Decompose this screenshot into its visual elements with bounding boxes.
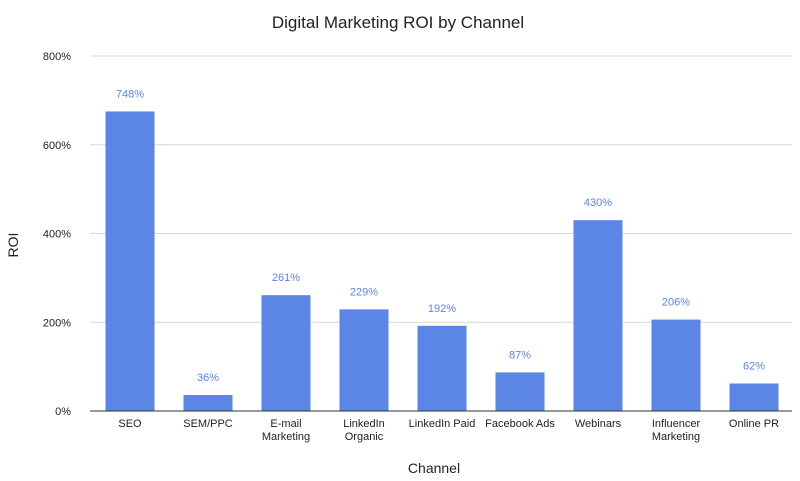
category-label: Influencer Marketing [652, 418, 701, 443]
bar [339, 309, 389, 411]
data-label: 206% [662, 297, 690, 309]
data-label: 430% [584, 197, 612, 209]
data-label: 748% [116, 88, 144, 100]
bar [261, 295, 311, 411]
y-tick-label: 200% [43, 317, 71, 329]
bar [417, 325, 467, 411]
category-label: Online PR [729, 418, 779, 430]
category-label: Facebook Ads [485, 418, 555, 430]
bar [573, 220, 623, 411]
y-tick-label: 0% [55, 406, 71, 418]
bar [651, 319, 701, 411]
y-axis-title: ROI [5, 233, 21, 258]
category-label: LinkedIn Organic [343, 418, 385, 443]
data-label: 36% [197, 372, 219, 384]
data-label: 87% [509, 349, 531, 361]
category-label: E-mail Marketing [262, 418, 310, 443]
y-tick-label: 600% [43, 140, 71, 152]
data-label: 192% [428, 303, 456, 315]
data-labels: 748% 36% 261% 229% 192% 87% 430% 206% 62% [116, 88, 765, 384]
data-label: 261% [272, 272, 300, 284]
category-label: Webinars [575, 418, 622, 430]
data-label: 229% [350, 286, 378, 298]
gridlines [90, 55, 792, 323]
x-axis-title: Channel [408, 460, 460, 476]
category-label: LinkedIn Paid [409, 418, 476, 430]
chart-title: Digital Marketing ROI by Channel [272, 13, 524, 32]
bars [105, 111, 779, 411]
y-tick-label: 400% [43, 229, 71, 241]
y-tick-label: 800% [43, 51, 71, 63]
category-label: SEM/PPC [183, 418, 233, 430]
bar [495, 372, 545, 411]
bar [183, 395, 233, 411]
data-label: 62% [743, 360, 765, 372]
bar [105, 111, 155, 411]
category-label: SEO [118, 418, 142, 430]
category-labels: SEO SEM/PPC E-mail Marketing LinkedIn Organic… [118, 418, 779, 443]
y-axis-ticks: 0% 200% 400% 600% 800% [43, 51, 71, 418]
bar [729, 383, 779, 411]
